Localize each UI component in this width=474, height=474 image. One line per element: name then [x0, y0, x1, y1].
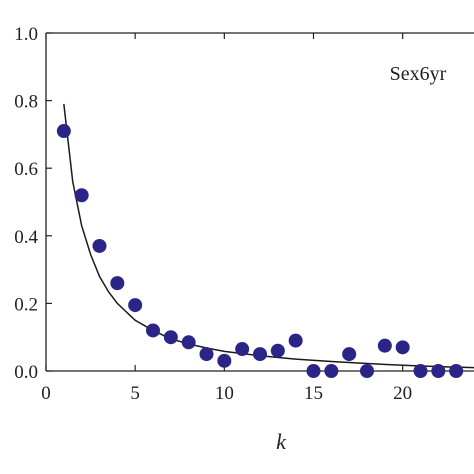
- y-tick-label: 0.4: [14, 227, 38, 248]
- data-point: [395, 340, 410, 355]
- y-tick-label: 0.8: [14, 92, 38, 113]
- data-point: [56, 124, 71, 139]
- data-point: [128, 298, 143, 313]
- y-tick-label: 0.6: [14, 159, 38, 180]
- x-tick-label: 0: [41, 383, 51, 404]
- data-point: [146, 323, 160, 338]
- data-point: [324, 364, 339, 378]
- data-point: [181, 335, 196, 350]
- data-point: [235, 342, 250, 357]
- data-point: [342, 347, 357, 362]
- y-tick-label: 0.2: [14, 294, 38, 315]
- data-point: [431, 364, 446, 378]
- x-tick-label: 5: [130, 383, 140, 404]
- data-point: [74, 188, 89, 203]
- data-point: [360, 364, 374, 378]
- x-tick-label: 20: [393, 383, 412, 404]
- y-tick-label: 1.0: [14, 24, 38, 45]
- data-point: [163, 330, 178, 345]
- data-point: [92, 238, 107, 253]
- fitted-curve-line: [63, 103, 474, 369]
- x-tick-label: 15: [304, 383, 323, 404]
- data-point: [449, 364, 464, 378]
- data-point: [413, 364, 428, 378]
- data-point: [270, 343, 285, 358]
- plot-axes: 0 5 10 15 20 0.0 0.2 0.4 0.6 0.8 1.0: [14, 24, 474, 404]
- data-points-layer: [56, 124, 464, 378]
- data-point: [217, 353, 232, 368]
- data-point: [110, 276, 125, 291]
- data-point: [199, 347, 214, 362]
- chart-annotation: Sex6yr: [390, 63, 447, 85]
- x-tick-label: 10: [215, 383, 234, 404]
- data-point: [306, 364, 321, 378]
- data-point: [253, 347, 267, 362]
- fitted-curve-layer: [63, 103, 474, 369]
- x-axis-label: k: [276, 429, 287, 454]
- data-point: [288, 333, 303, 348]
- data-point: [377, 338, 392, 353]
- y-tick-label: 0.0: [14, 362, 38, 383]
